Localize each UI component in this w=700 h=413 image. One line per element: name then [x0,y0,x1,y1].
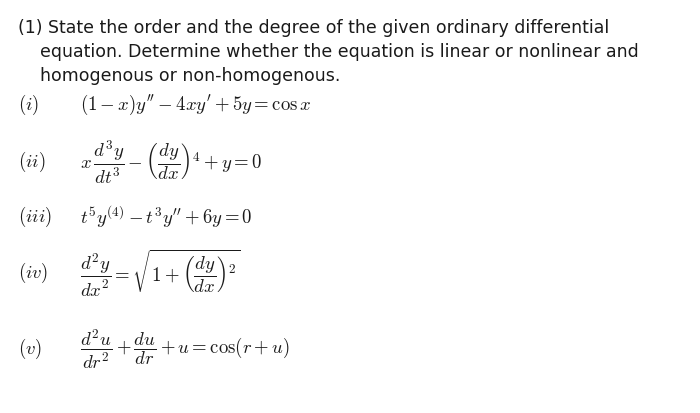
Text: equation. Determine whether the equation is linear or nonlinear and: equation. Determine whether the equation… [18,43,638,62]
Text: $\dfrac{d^{2}u}{dr^{2}}+\dfrac{du}{dr}+u=\cos(r+u)$: $\dfrac{d^{2}u}{dr^{2}}+\dfrac{du}{dr}+u… [80,327,290,371]
Text: $(ii)$: $(ii)$ [18,150,45,174]
Text: (1) State the order and the degree of the given ordinary differential: (1) State the order and the degree of th… [18,19,609,37]
Text: $(1-x)y''-4xy'+5y=\cos x$: $(1-x)y''-4xy'+5y=\cos x$ [80,93,312,117]
Text: $x\,\dfrac{d^{3}y}{dt^{3}}-\left(\dfrac{dy}{dx}\right)^{4}+y=0$: $x\,\dfrac{d^{3}y}{dt^{3}}-\left(\dfrac{… [80,138,262,186]
Text: $\dfrac{d^{2}y}{dx^{2}}=\sqrt{1+\left(\dfrac{dy}{dx}\right)^{2}}$: $\dfrac{d^{2}y}{dx^{2}}=\sqrt{1+\left(\d… [80,248,242,299]
Text: $(iii)$: $(iii)$ [18,205,52,229]
Text: homogenous or non-homogenous.: homogenous or non-homogenous. [18,67,340,85]
Text: $(iv)$: $(iv)$ [18,261,48,285]
Text: $(v)$: $(v)$ [18,337,41,361]
Text: $(i)$: $(i)$ [18,93,38,117]
Text: $t^{5}y^{(4)}-t^{3}y''+6y=0$: $t^{5}y^{(4)}-t^{3}y''+6y=0$ [80,204,253,230]
